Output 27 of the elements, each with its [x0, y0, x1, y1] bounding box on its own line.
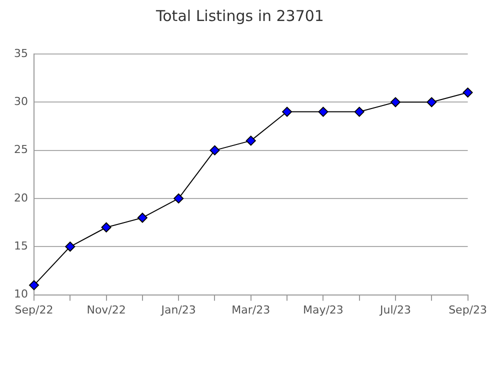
x-tick-label: Jul/23: [378, 303, 411, 316]
point: [462, 88, 473, 98]
point: [28, 280, 39, 290]
x-tick-label: Nov/22: [86, 303, 126, 316]
point: [354, 106, 364, 117]
point: [246, 136, 256, 146]
x-tick-label: Jan/23: [160, 303, 196, 316]
point: [210, 145, 220, 156]
y-tick-label: 35: [14, 46, 28, 60]
point: [390, 97, 400, 108]
point: [318, 106, 328, 117]
y-tick-label: 20: [14, 191, 28, 204]
y-tick-label: 25: [14, 143, 28, 156]
point: [101, 222, 112, 232]
x-tick-label: Sep/23: [448, 303, 487, 316]
point: [65, 242, 76, 252]
point: [174, 193, 184, 204]
y-tick-label: 30: [14, 95, 28, 108]
point: [426, 97, 437, 108]
x-tick-label: Mar/23: [232, 303, 270, 316]
chart-title: Total Listings in 23701: [155, 6, 324, 25]
x-tick-label: May/23: [302, 303, 344, 316]
x-tick-label: Sep/22: [14, 303, 54, 316]
y-tick-label: 10: [14, 288, 28, 301]
point: [137, 212, 148, 223]
y-tick-label: 15: [14, 240, 28, 252]
point: [282, 106, 292, 117]
